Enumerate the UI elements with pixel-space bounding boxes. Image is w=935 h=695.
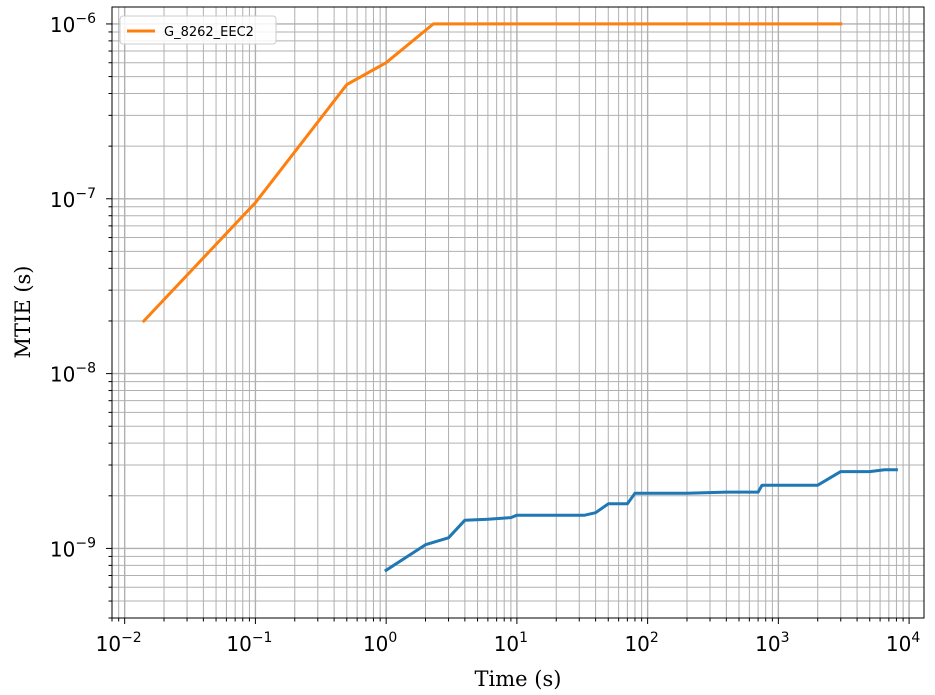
x-tick-label: 101 (494, 630, 528, 656)
series-line-2 (141, 22, 843, 324)
x-axis-label: Time (s) (475, 667, 562, 691)
x-tick-label: 104 (886, 630, 920, 656)
y-tick-label: 10−6 (50, 11, 96, 37)
x-tick-label: 100 (363, 630, 397, 656)
y-tick-label: 10−8 (50, 361, 96, 387)
y-tick-label: 10−9 (50, 535, 96, 561)
y-axis-label: MTIE (s) (11, 266, 35, 359)
legend-label: G_8262_EEC2 (164, 25, 254, 40)
legend-box (119, 15, 277, 45)
plot-background (112, 7, 924, 618)
series-layer (141, 22, 898, 573)
x-tick-label: 102 (624, 630, 658, 656)
x-tick-label: 10−2 (96, 630, 142, 656)
series-line-1 (384, 468, 898, 573)
plot-frame (111, 6, 925, 619)
x-tick-label: 103 (755, 630, 789, 656)
grid (111, 7, 924, 619)
x-tick-label: 10−1 (226, 630, 272, 656)
y-tick-label: 10−7 (50, 186, 96, 212)
legend: G_8262_EEC2 (119, 15, 277, 45)
